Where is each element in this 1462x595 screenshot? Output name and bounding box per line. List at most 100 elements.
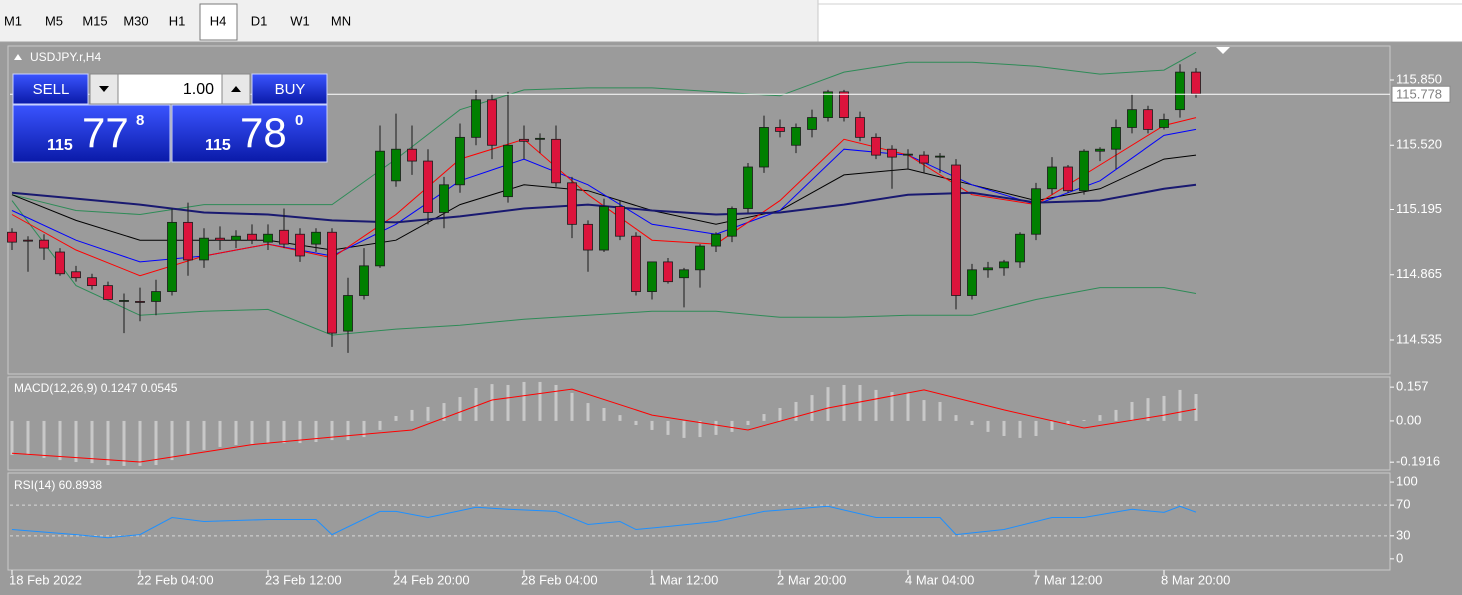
candle-body [199,237,209,261]
up-arrow [231,86,241,92]
buy-price-big: 115 [205,137,231,154]
macd-bar [458,397,462,421]
macd-bar [266,420,270,444]
macd-bar [1098,415,1102,421]
sell-label[interactable]: SELL [33,81,70,98]
timeframe-button[interactable]: M1 [4,13,22,28]
macd-bar [842,384,846,421]
macd-bar [282,420,286,444]
candle-body [823,91,833,118]
buy-price-box[interactable] [171,104,328,163]
candle-body [71,271,81,279]
macd-bar [58,420,62,461]
macd-bar [970,420,974,426]
candle-body [1143,109,1153,130]
timeframe-button[interactable]: M30 [123,13,148,28]
candle-body [727,208,737,237]
macd-bar [778,408,782,421]
macd-title: MACD(12,26,9) 0.1247 0.0545 [14,381,178,395]
timeframe-button[interactable]: MN [331,13,351,28]
candle-body [439,184,449,213]
candle-body [743,166,753,209]
macd-bar [1162,395,1166,421]
macd-bar [986,420,990,432]
rsi-line [11,505,1197,539]
candle-body [583,223,593,251]
trade-panel: SELL 1.00 BUY 115 77 8 115 78 0 [12,73,328,163]
x-tick-label: 18 Feb 2022 [9,572,82,587]
macd-bar [202,420,206,450]
candle-body [1191,71,1201,95]
macd-bar [650,420,654,430]
candle-body [23,239,33,242]
x-tick-label: 7 Mar 12:00 [1033,572,1102,587]
macd-bar [218,420,222,447]
y-tick-label: 115.520 [1396,137,1442,152]
candle-body [663,261,673,283]
candle-body [551,138,561,184]
candle-body [263,233,273,243]
buy-button[interactable] [251,73,328,105]
x-tick-label: 4 Mar 04:00 [905,572,974,587]
down-arrow [99,86,109,92]
candle-body [967,269,977,296]
candle-body [887,148,897,158]
candle-body [1127,109,1137,128]
x-tick-label: 1 Mar 12:00 [649,572,718,587]
y-tick-label: 0 [1396,550,1403,565]
x-tick-label: 23 Feb 12:00 [265,572,342,587]
volume-value: 1.00 [183,81,214,98]
sell-button[interactable] [12,73,89,105]
macd-bar [698,420,702,438]
candle-body [215,237,225,241]
candle-body [615,206,625,237]
candle-body [407,148,417,162]
x-tick-label: 24 Feb 20:00 [393,572,470,587]
candle-body [1047,166,1057,190]
macd-bar [602,408,606,421]
macd-bar [138,420,142,466]
timeframe-button[interactable]: W1 [290,13,310,28]
x-tick-label: 28 Feb 04:00 [521,572,598,587]
toolbar-rest [818,0,1462,42]
candle-body [919,154,929,164]
indicator-line [11,200,1197,336]
candle-body [599,206,609,251]
timeframe-button[interactable]: H1 [169,13,186,28]
macd-bar [1178,389,1182,421]
macd-bar [90,420,94,464]
macd-bar [106,420,110,466]
timeframe-button[interactable]: D1 [251,13,268,28]
sell-price-box[interactable] [12,104,171,163]
macd-bar [170,420,174,461]
macd-bar [634,420,638,426]
macd-bar [922,400,926,421]
signal-line [11,388,1197,463]
timeframe-button[interactable]: H4 [210,13,227,28]
title-icon [14,54,22,60]
macd-bar [1050,420,1054,430]
macd-bar [810,395,814,421]
macd-bar [826,387,830,421]
timeframe-button[interactable]: M5 [45,13,63,28]
sell-price-frac: 8 [136,112,144,129]
x-tick-label: 2 Mar 20:00 [777,572,846,587]
buy-price-main: 78 [240,109,287,156]
volume-input[interactable] [117,73,223,105]
macd-bar [522,381,526,421]
y-tick-label: 115.850 [1396,71,1442,86]
active-timeframe[interactable] [199,3,238,41]
macd-bar [554,384,558,421]
y-tick-label: 114.865 [1396,266,1442,281]
macd-bar [858,384,862,421]
timeframe-button[interactable]: M15 [82,13,107,28]
buy-label[interactable]: BUY [275,81,306,98]
macd-bar [234,420,238,446]
candle-body [279,229,289,245]
candle-body [631,235,641,292]
macd-bar [1034,420,1038,436]
rsi-panel [7,472,1391,571]
y-tick-label: 114.535 [1396,331,1442,346]
